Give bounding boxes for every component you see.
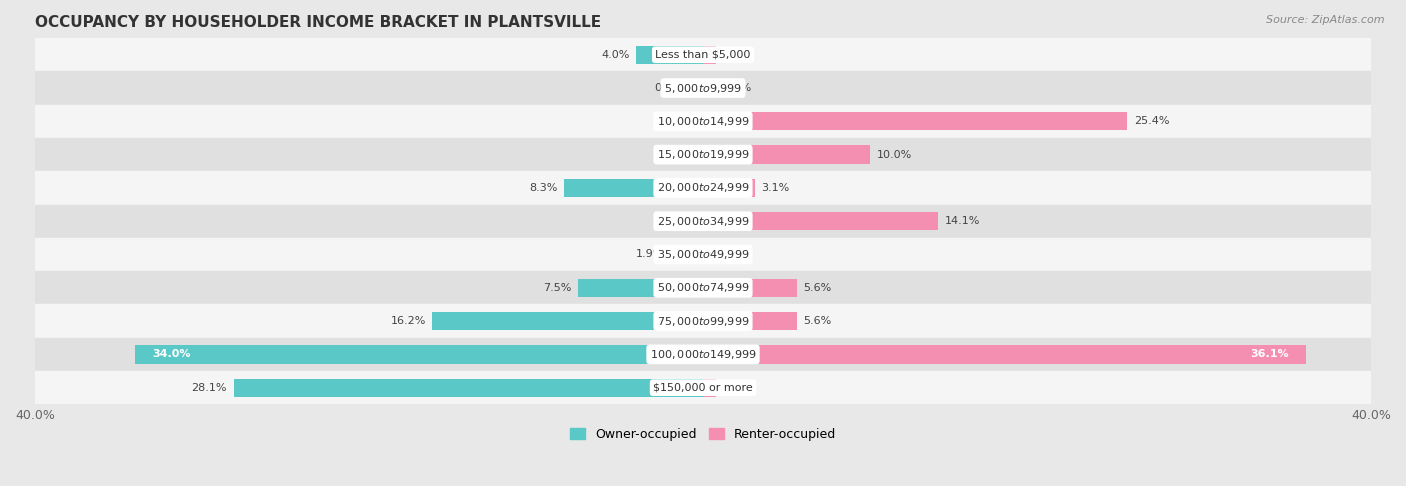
- Text: 0.0%: 0.0%: [655, 83, 683, 93]
- Text: 5.6%: 5.6%: [803, 316, 831, 326]
- Text: 0.0%: 0.0%: [655, 150, 683, 159]
- Text: 0.0%: 0.0%: [655, 216, 683, 226]
- Text: 0.0%: 0.0%: [723, 83, 751, 93]
- Text: OCCUPANCY BY HOUSEHOLDER INCOME BRACKET IN PLANTSVILLE: OCCUPANCY BY HOUSEHOLDER INCOME BRACKET …: [35, 15, 600, 30]
- Bar: [35, 71, 1371, 104]
- Bar: [671, 245, 703, 263]
- Bar: [703, 46, 717, 64]
- Text: Less than $5,000: Less than $5,000: [655, 50, 751, 60]
- Bar: [35, 238, 1371, 271]
- Text: 28.1%: 28.1%: [191, 382, 226, 393]
- Text: 8.3%: 8.3%: [529, 183, 558, 193]
- Bar: [703, 345, 1306, 364]
- Bar: [689, 145, 703, 164]
- Text: $150,000 or more: $150,000 or more: [654, 382, 752, 393]
- Bar: [689, 212, 703, 230]
- Bar: [703, 112, 1128, 130]
- Text: 10.0%: 10.0%: [877, 150, 912, 159]
- Bar: [703, 179, 755, 197]
- Text: $35,000 to $49,999: $35,000 to $49,999: [657, 248, 749, 261]
- Bar: [35, 138, 1371, 171]
- Text: $5,000 to $9,999: $5,000 to $9,999: [664, 82, 742, 95]
- Bar: [703, 245, 717, 263]
- Text: $25,000 to $34,999: $25,000 to $34,999: [657, 215, 749, 228]
- Bar: [703, 212, 938, 230]
- Text: 36.1%: 36.1%: [1250, 349, 1289, 359]
- Text: $10,000 to $14,999: $10,000 to $14,999: [657, 115, 749, 128]
- Bar: [35, 104, 1371, 138]
- Bar: [703, 312, 797, 330]
- Legend: Owner-occupied, Renter-occupied: Owner-occupied, Renter-occupied: [565, 423, 841, 446]
- Bar: [35, 304, 1371, 338]
- Bar: [703, 79, 717, 97]
- Bar: [703, 379, 717, 397]
- Bar: [564, 179, 703, 197]
- Text: 1.9%: 1.9%: [636, 249, 665, 260]
- Bar: [35, 171, 1371, 205]
- Text: Source: ZipAtlas.com: Source: ZipAtlas.com: [1267, 15, 1385, 25]
- Text: $75,000 to $99,999: $75,000 to $99,999: [657, 314, 749, 328]
- Text: 3.1%: 3.1%: [762, 183, 790, 193]
- Text: 25.4%: 25.4%: [1133, 116, 1170, 126]
- Text: 5.6%: 5.6%: [803, 283, 831, 293]
- Bar: [703, 278, 797, 297]
- Text: $20,000 to $24,999: $20,000 to $24,999: [657, 181, 749, 194]
- Text: $50,000 to $74,999: $50,000 to $74,999: [657, 281, 749, 295]
- Bar: [433, 312, 703, 330]
- Text: $100,000 to $149,999: $100,000 to $149,999: [650, 348, 756, 361]
- Bar: [135, 345, 703, 364]
- Text: 14.1%: 14.1%: [945, 216, 980, 226]
- Text: 4.0%: 4.0%: [602, 50, 630, 60]
- Bar: [35, 338, 1371, 371]
- Bar: [703, 145, 870, 164]
- Text: 16.2%: 16.2%: [391, 316, 426, 326]
- Bar: [689, 79, 703, 97]
- Bar: [578, 278, 703, 297]
- Text: 34.0%: 34.0%: [152, 349, 190, 359]
- Bar: [233, 379, 703, 397]
- Bar: [35, 371, 1371, 404]
- Text: $15,000 to $19,999: $15,000 to $19,999: [657, 148, 749, 161]
- Text: 7.5%: 7.5%: [543, 283, 571, 293]
- Text: 0.0%: 0.0%: [655, 116, 683, 126]
- Text: 0.0%: 0.0%: [723, 382, 751, 393]
- Text: 0.0%: 0.0%: [723, 249, 751, 260]
- Bar: [35, 38, 1371, 71]
- Bar: [35, 205, 1371, 238]
- Bar: [35, 271, 1371, 304]
- Text: 0.0%: 0.0%: [723, 50, 751, 60]
- Bar: [689, 112, 703, 130]
- Bar: [636, 46, 703, 64]
